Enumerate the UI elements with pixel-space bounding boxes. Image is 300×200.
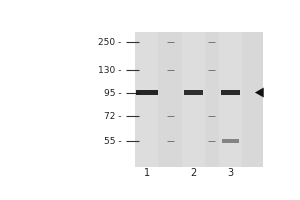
Bar	[219, 32, 242, 167]
Text: 95 -: 95 -	[103, 89, 121, 98]
Text: 2: 2	[190, 168, 196, 178]
Polygon shape	[255, 88, 264, 98]
Text: 72 -: 72 -	[104, 112, 121, 121]
Text: 1: 1	[144, 168, 150, 178]
Text: 55 -: 55 -	[103, 137, 121, 146]
Bar	[221, 90, 240, 95]
Text: 250 -: 250 -	[98, 38, 121, 47]
Bar	[182, 32, 205, 167]
Bar	[222, 139, 239, 143]
Text: 130 -: 130 -	[98, 66, 121, 75]
Bar	[135, 32, 158, 167]
Bar	[135, 32, 263, 167]
Bar	[136, 90, 158, 95]
Bar	[184, 90, 203, 95]
Text: 3: 3	[227, 168, 233, 178]
